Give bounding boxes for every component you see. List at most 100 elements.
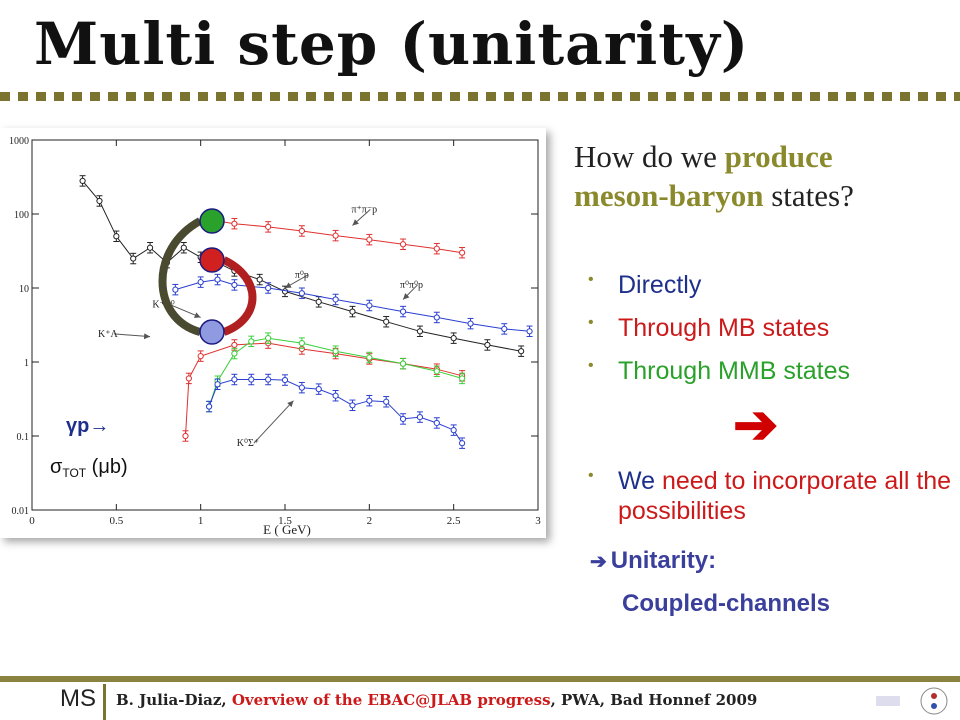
- slide-title: Multi step (unitarity): [34, 10, 750, 78]
- data-point: [231, 376, 238, 383]
- cross-section-plot: 0 0.5 1 1.5 2 2.5 3 0.01 0.1 1 10 100 1000 π⁺π⁻p π⁰p π…: [0, 128, 546, 538]
- x-tick-label: 1.5: [278, 515, 292, 527]
- sigma-tot-label: σTOT (μb): [50, 456, 128, 480]
- data-point: [197, 353, 204, 360]
- unitarity-line: ➔ Unitarity:: [590, 547, 717, 574]
- data-point: [459, 375, 466, 382]
- channel-circle: [199, 247, 225, 273]
- x-tick-label: 2.5: [447, 515, 461, 527]
- question-text: How do we produce meson-baryon states?: [574, 139, 854, 213]
- data-point: [450, 427, 457, 434]
- footer-separator: [103, 684, 106, 720]
- series-label: K⁰Σ⁺: [237, 438, 259, 449]
- data-point: [399, 360, 407, 367]
- data-point: [248, 376, 255, 383]
- data-point: [433, 368, 440, 375]
- data-point: [231, 281, 238, 289]
- data-point: [256, 276, 263, 283]
- data-point: [172, 286, 179, 293]
- data-point: [459, 440, 466, 447]
- data-point: [182, 432, 189, 440]
- data-point: [185, 375, 192, 382]
- data-point: [459, 249, 466, 256]
- footer-divider: [0, 676, 960, 682]
- data-point: [180, 244, 187, 251]
- data-point: [366, 397, 373, 404]
- data-point: [265, 284, 272, 292]
- bullet-list: Directly Through MB states Through MMB s…: [584, 270, 954, 539]
- y-tick-label: 1: [24, 358, 29, 369]
- y-tick-label: 100: [14, 210, 29, 221]
- series-label: π⁰p: [295, 270, 309, 281]
- series-label: π⁰π⁰p: [400, 280, 423, 291]
- data-point: [265, 223, 272, 230]
- data-point: [433, 245, 440, 252]
- bullet-conclusion: We need to incorporate all the possibili…: [584, 466, 954, 526]
- plot-axes: 0 0.5 1 1.5 2 2.5 3 0.01 0.1 1 10 100 1000: [9, 136, 541, 527]
- data-point: [298, 384, 305, 391]
- x-tick-label: 2: [367, 515, 373, 527]
- data-point: [416, 328, 424, 335]
- data-point: [96, 197, 103, 205]
- y-tick-label: 10: [19, 284, 29, 295]
- x-tick-label: 0.5: [109, 515, 123, 527]
- x-tick-label: 3: [535, 515, 541, 527]
- data-point: [197, 279, 204, 286]
- data-point: [265, 376, 272, 383]
- label-pointer: [402, 284, 418, 300]
- data-point: [248, 338, 255, 345]
- data-point: [433, 419, 440, 427]
- footer-citation: B. Julia-Diaz, Overview of the EBAC@JLAB…: [116, 691, 758, 709]
- data-point: [206, 403, 213, 410]
- y-tick-label: 1000: [9, 136, 29, 147]
- data-point: [332, 296, 339, 303]
- data-point: [366, 354, 373, 361]
- y-tick-label: 0.1: [17, 432, 30, 443]
- series-k: [206, 373, 466, 449]
- data-point: [298, 290, 305, 297]
- data-point: [501, 325, 508, 333]
- data-point: [399, 415, 407, 423]
- footer-initials: MS: [60, 685, 96, 712]
- label-pointer: [113, 333, 151, 340]
- data-point: [332, 232, 339, 239]
- data-point: [265, 335, 272, 342]
- data-point: [484, 341, 491, 349]
- label-pointer: [284, 274, 309, 289]
- data-point: [467, 320, 474, 327]
- series-p: [172, 273, 533, 338]
- data-point: [298, 340, 305, 347]
- data-point: [332, 392, 339, 399]
- data-point: [416, 414, 424, 421]
- data-point: [433, 314, 440, 321]
- plot-series: [79, 175, 533, 449]
- data-point: [349, 308, 356, 315]
- data-point: [315, 298, 322, 305]
- x-tick-label: 1: [198, 515, 204, 527]
- data-point: [332, 348, 339, 355]
- loop-arrow-right: [222, 256, 257, 336]
- series-label: π⁺π⁻p: [351, 205, 377, 216]
- bullet-mmb-states: Through MMB states: [584, 356, 954, 386]
- channel-circle: [199, 319, 225, 345]
- university-logo-icon: [876, 687, 948, 715]
- data-point: [383, 318, 390, 325]
- data-point: [298, 227, 305, 235]
- data-point: [518, 348, 525, 355]
- data-point: [231, 341, 238, 349]
- data-point: [349, 402, 356, 409]
- data-point: [231, 220, 238, 227]
- channel-circle: [199, 208, 225, 234]
- label-pointer: [352, 209, 371, 226]
- data-point: [146, 244, 154, 251]
- loop-arrow-left: [158, 217, 203, 336]
- data-point: [79, 177, 86, 185]
- data-point: [231, 350, 238, 357]
- bullet-mb-states: Through MB states: [584, 313, 954, 343]
- label-pointer: [253, 400, 294, 444]
- arrow-icon: ➔: [590, 551, 607, 573]
- data-point: [214, 276, 221, 283]
- data-point: [366, 236, 373, 243]
- data-point: [130, 255, 137, 262]
